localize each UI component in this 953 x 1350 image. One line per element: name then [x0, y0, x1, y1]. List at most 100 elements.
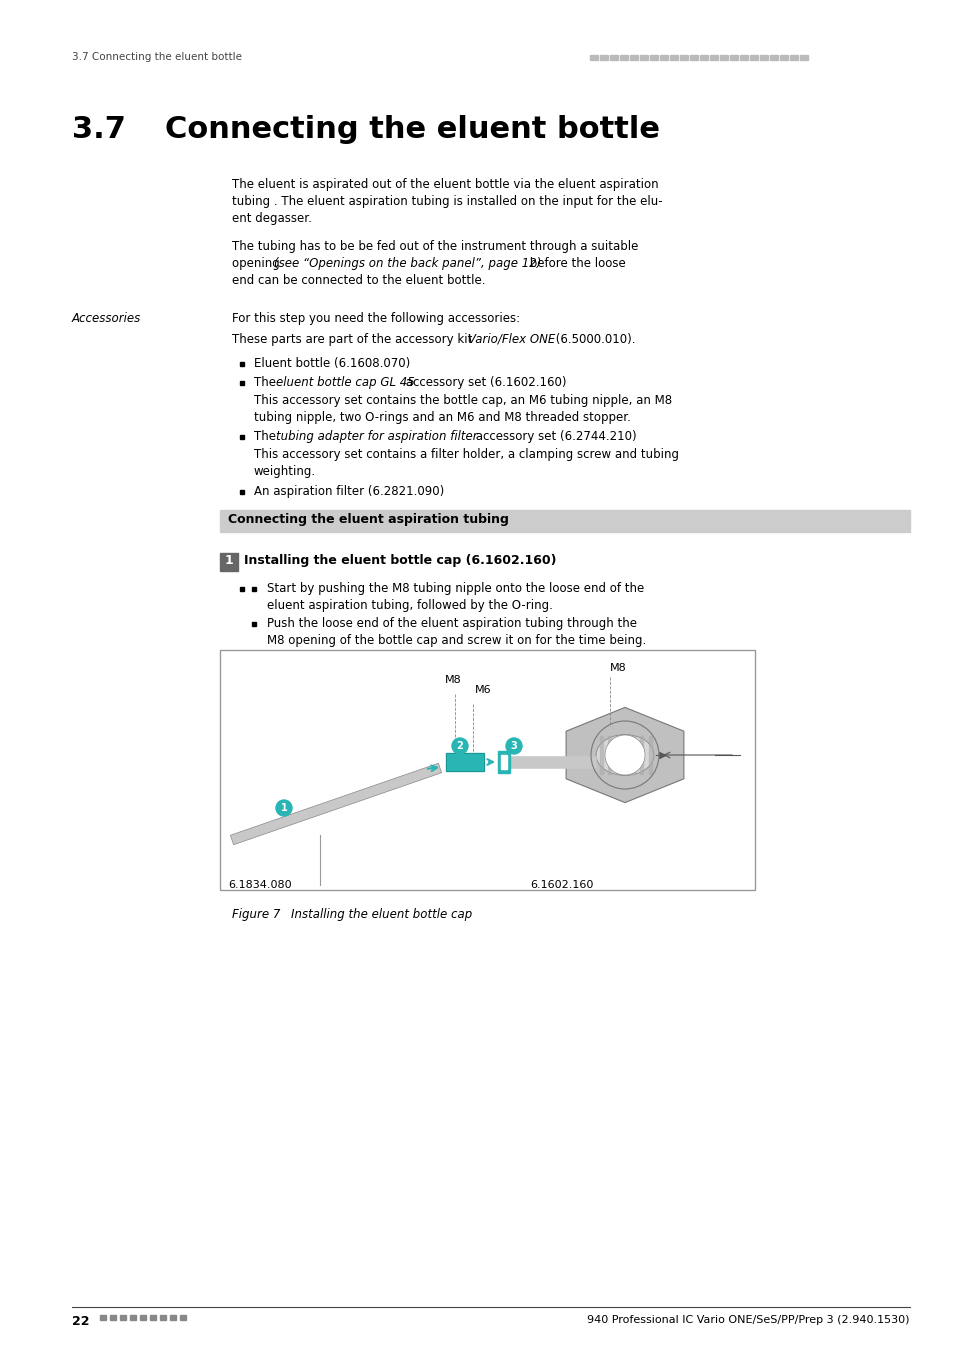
Text: M8 opening of the bottle cap and screw it on for the time being.: M8 opening of the bottle cap and screw i… [267, 634, 645, 647]
Bar [760, 55, 767, 59]
Bar [170, 1315, 175, 1320]
Bar [240, 490, 244, 494]
Text: Eluent bottle (6.1608.070): Eluent bottle (6.1608.070) [253, 356, 410, 370]
Text: tubing . The eluent aspiration tubing is installed on the input for the elu-: tubing . The eluent aspiration tubing is… [232, 194, 662, 208]
Bar [500, 755, 506, 770]
Text: Connecting the eluent bottle: Connecting the eluent bottle [165, 115, 659, 144]
Text: 3.7 Connecting the eluent bottle: 3.7 Connecting the eluent bottle [71, 53, 242, 62]
Bar [609, 55, 618, 59]
Bar [220, 649, 754, 890]
Bar [700, 55, 707, 59]
Text: M8: M8 [444, 675, 461, 684]
Bar [140, 1315, 146, 1320]
Bar [120, 1315, 126, 1320]
Bar [589, 55, 598, 59]
Text: For this step you need the following accessories:: For this step you need the following acc… [232, 312, 519, 325]
Text: 22: 22 [71, 1315, 90, 1328]
Bar [510, 756, 596, 768]
FancyArrowPatch shape [427, 765, 436, 771]
Circle shape [505, 738, 521, 755]
Bar [769, 55, 778, 59]
Bar [679, 55, 687, 59]
Bar [659, 55, 667, 59]
Bar [639, 55, 647, 59]
Text: ent degasser.: ent degasser. [232, 212, 312, 225]
Text: The eluent is aspirated out of the eluent bottle via the eluent aspiration: The eluent is aspirated out of the eluen… [232, 178, 658, 190]
Bar [649, 55, 658, 59]
Circle shape [604, 734, 644, 775]
Text: This accessory set contains the bottle cap, an M6 tubing nipple, an M8: This accessory set contains the bottle c… [253, 394, 672, 406]
Bar [497, 751, 510, 774]
Text: Installing the eluent bottle cap (6.1602.160): Installing the eluent bottle cap (6.1602… [244, 554, 556, 567]
Text: An aspiration filter (6.2821.090): An aspiration filter (6.2821.090) [253, 485, 444, 498]
Bar [220, 510, 909, 532]
Text: This accessory set contains a filter holder, a clamping screw and tubing: This accessory set contains a filter hol… [253, 448, 679, 460]
Bar [599, 736, 602, 774]
Bar [689, 55, 698, 59]
Text: The: The [253, 377, 279, 389]
Bar [639, 736, 643, 774]
Text: eluent aspiration tubing, followed by the O-ring.: eluent aspiration tubing, followed by th… [267, 599, 553, 612]
Text: accessory set (6.2744.210): accessory set (6.2744.210) [472, 431, 636, 443]
Text: accessory set (6.1602.160): accessory set (6.1602.160) [401, 377, 566, 389]
Circle shape [452, 738, 468, 755]
Bar [240, 587, 244, 591]
Text: These parts are part of the accessory kit: These parts are part of the accessory ki… [232, 333, 476, 346]
Text: 940 Professional IC Vario ONE/SeS/PP/Prep 3 (2.940.1530): 940 Professional IC Vario ONE/SeS/PP/Pre… [587, 1315, 909, 1324]
Bar [240, 381, 244, 385]
Bar [669, 55, 678, 59]
Bar [599, 55, 607, 59]
Bar [160, 1315, 166, 1320]
Bar [709, 55, 718, 59]
Text: end can be connected to the eluent bottle.: end can be connected to the eluent bottl… [232, 274, 485, 288]
Bar [240, 435, 244, 439]
Bar [619, 55, 627, 59]
Bar [150, 1315, 156, 1320]
Text: 3.7: 3.7 [71, 115, 126, 144]
Text: tubing nipple, two O-rings and an M6 and M8 threaded stopper.: tubing nipple, two O-rings and an M6 and… [253, 410, 630, 424]
Bar [252, 587, 255, 591]
Bar [740, 55, 747, 59]
Bar [623, 736, 626, 774]
Text: 6.1602.160: 6.1602.160 [530, 880, 593, 890]
Polygon shape [230, 763, 441, 845]
Bar [252, 622, 255, 626]
Circle shape [275, 801, 292, 815]
Text: Start by pushing the M8 tubing nipple onto the loose end of the: Start by pushing the M8 tubing nipple on… [267, 582, 643, 595]
Text: weighting.: weighting. [253, 464, 315, 478]
Text: (6.5000.010).: (6.5000.010). [552, 333, 635, 346]
Bar [648, 736, 651, 774]
Text: 3: 3 [510, 741, 517, 751]
Text: Figure 7: Figure 7 [232, 909, 280, 921]
Bar [616, 736, 618, 774]
Text: Connecting the eluent aspiration tubing: Connecting the eluent aspiration tubing [228, 513, 508, 526]
Bar [780, 55, 787, 59]
Bar [800, 55, 807, 59]
Text: before the loose: before the loose [525, 256, 625, 270]
Bar [629, 55, 638, 59]
Text: M6: M6 [475, 684, 491, 695]
Bar [180, 1315, 186, 1320]
Text: 2: 2 [456, 741, 463, 751]
Text: The tubing has to be be fed out of the instrument through a suitable: The tubing has to be be fed out of the i… [232, 240, 638, 252]
Bar [632, 736, 635, 774]
Text: 6.1834.080: 6.1834.080 [228, 880, 292, 890]
Text: tubing adapter for aspiration filter: tubing adapter for aspiration filter [275, 431, 477, 443]
Bar [240, 362, 244, 366]
Text: opening: opening [232, 256, 283, 270]
Bar [749, 55, 758, 59]
Text: 1: 1 [280, 803, 287, 813]
Bar [720, 55, 727, 59]
Bar [220, 554, 237, 571]
Bar [789, 55, 797, 59]
Bar [446, 753, 483, 771]
Ellipse shape [596, 734, 653, 775]
Text: Push the loose end of the eluent aspiration tubing through the: Push the loose end of the eluent aspirat… [267, 617, 637, 630]
Text: M8: M8 [609, 663, 626, 674]
Bar [130, 1315, 136, 1320]
Text: eluent bottle cap GL 45: eluent bottle cap GL 45 [275, 377, 415, 389]
Text: The: The [253, 431, 279, 443]
Text: Installing the eluent bottle cap: Installing the eluent bottle cap [275, 909, 472, 921]
Text: Accessories: Accessories [71, 312, 141, 325]
Bar [729, 55, 738, 59]
